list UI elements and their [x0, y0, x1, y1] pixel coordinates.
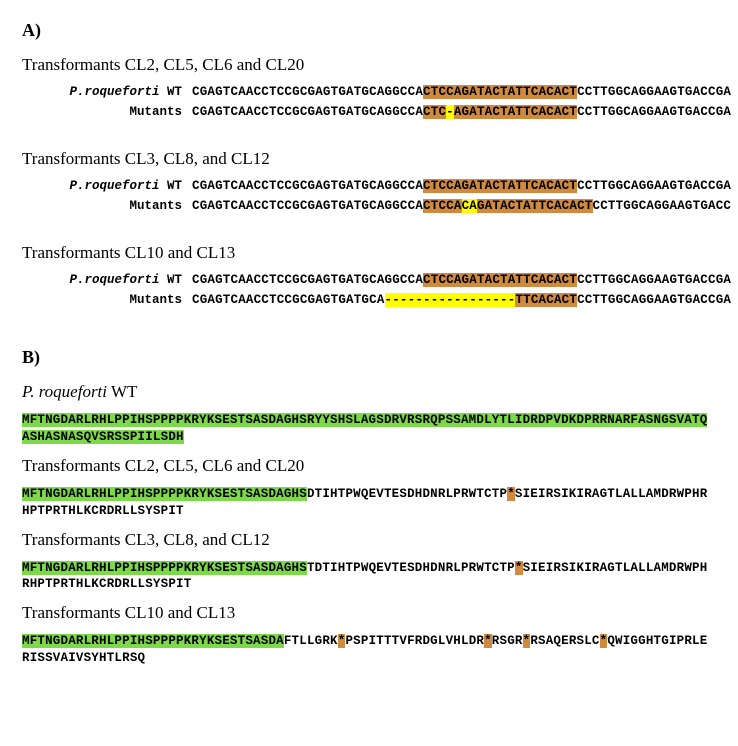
seq-segment: CGAGTCAACCTCCGCGAGTGATGCAGGCCA: [192, 85, 423, 99]
seq-label: Mutants: [22, 293, 192, 307]
panel-a-group1-mut-row: Mutants CGAGTCAACCTCCGCGAGTGATGCAGGCCACT…: [22, 105, 716, 119]
seq-segment: CCTTGGCAGGAAGTGACC: [593, 199, 732, 213]
highlight-orange: CTC: [423, 105, 446, 119]
protein-seq: MFTNGDARLRHLPPIHSPPPPKRYKSESTSASDAGHSDTI…: [22, 486, 712, 520]
panel-a-group2-wt-row: P.roqueforti WT CGAGTCAACCTCCGCGAGTGATGC…: [22, 179, 716, 193]
highlight-orange: *: [507, 487, 515, 501]
seq-segment: CCTTGGCAGGAAGTGACCGA: [577, 293, 731, 307]
seq-label: P.roqueforti WT: [22, 273, 192, 287]
seq-segment: FTLLGRK: [284, 634, 338, 648]
highlight-green: MFTNGDARLRHLPPIHSPPPPKRYKSESTSASDAGHS: [22, 487, 307, 501]
highlight-green: MFTNGDARLRHLPPIHSPPPPKRYKSESTSASDAGHS: [22, 561, 307, 575]
seq-segment: CGAGTCAACCTCCGCGAGTGATGCAGGCCA: [192, 199, 423, 213]
panel-b-entry4-title: Transformants CL10 and CL13: [22, 603, 716, 623]
seq-segment: CGAGTCAACCTCCGCGAGTGATGCAGGCCA: [192, 273, 423, 287]
seq-segment: CGAGTCAACCTCCGCGAGTGATGCAGGCCA: [192, 179, 423, 193]
protein-seq: MFTNGDARLRHLPPIHSPPPPKRYKSESTSASDAGHSRYY…: [22, 412, 712, 446]
highlight-orange: TTCACACT: [515, 293, 577, 307]
panel-b-entry1-title: P. roqueforti WT: [22, 382, 716, 402]
protein-seq: MFTNGDARLRHLPPIHSPPPPKRYKSESTSASDAFTLLGR…: [22, 633, 712, 667]
seq-text: CGAGTCAACCTCCGCGAGTGATGCAGGCCACTCCAGATAC…: [192, 85, 731, 99]
panel-a-group3-title: Transformants CL10 and CL13: [22, 243, 716, 263]
seq-label: Mutants: [22, 105, 192, 119]
seq-segment: CCTTGGCAGGAAGTGACCGA: [577, 85, 731, 99]
highlight-yellow: -----------------: [385, 293, 516, 307]
panel-b-entry2-title: Transformants CL2, CL5, CL6 and CL20: [22, 456, 716, 476]
seq-segment: CCTTGGCAGGAAGTGACCGA: [577, 273, 731, 287]
seq-segment: RSAQERSLC: [530, 634, 599, 648]
seq-text: CGAGTCAACCTCCGCGAGTGATGCAGGCCACTC-AGATAC…: [192, 105, 731, 119]
highlight-orange: *: [484, 634, 492, 648]
seq-text: CGAGTCAACCTCCGCGAGTGATGCAGGCCACTCCAGATAC…: [192, 273, 731, 287]
seq-label: P.roqueforti WT: [22, 85, 192, 99]
seq-text: CGAGTCAACCTCCGCGAGTGATGCAGGCCACTCCAGATAC…: [192, 179, 731, 193]
panel-a-group1-title: Transformants CL2, CL5, CL6 and CL20: [22, 55, 716, 75]
highlight-yellow: CA: [462, 199, 477, 213]
highlight-green: MFTNGDARLRHLPPIHSPPPPKRYKSESTSASDAGHSRYY…: [22, 413, 707, 444]
protein-seq: MFTNGDARLRHLPPIHSPPPPKRYKSESTSASDAGHSTDT…: [22, 560, 712, 594]
seq-segment: TDTIHTPWQEVTESDHDNRLPRWTCTP: [307, 561, 515, 575]
seq-segment: PSPITTTVFRDGLVHLDR: [345, 634, 484, 648]
highlight-yellow: -: [446, 105, 454, 119]
highlight-orange: *: [515, 561, 523, 575]
highlight-orange: CTCCAGATACTATTCACACT: [423, 85, 577, 99]
panel-a-group1-wt-row: P.roqueforti WT CGAGTCAACCTCCGCGAGTGATGC…: [22, 85, 716, 99]
seq-segment: CCTTGGCAGGAAGTGACCGA: [577, 179, 731, 193]
highlight-orange: CTCCA: [423, 199, 462, 213]
seq-segment: RSGR: [492, 634, 523, 648]
panel-a-group3-mut-row: Mutants CGAGTCAACCTCCGCGAGTGATGCA-------…: [22, 293, 716, 307]
seq-segment: CCTTGGCAGGAAGTGACCGA: [577, 105, 731, 119]
seq-segment: DTIHTPWQEVTESDHDNRLPRWTCTP: [307, 487, 507, 501]
seq-label: Mutants: [22, 199, 192, 213]
seq-label: P.roqueforti WT: [22, 179, 192, 193]
highlight-orange: CTCCAGATACTATTCACACT: [423, 179, 577, 193]
highlight-orange: AGATACTATTCACACT: [454, 105, 577, 119]
seq-text: CGAGTCAACCTCCGCGAGTGATGCAGGCCACTCCACAGAT…: [192, 199, 731, 213]
panel-a-group2-title: Transformants CL3, CL8, and CL12: [22, 149, 716, 169]
panel-a-label: A): [22, 20, 716, 41]
panel-b-label: B): [22, 347, 716, 368]
panel-a-group3-wt-row: P.roqueforti WT CGAGTCAACCTCCGCGAGTGATGC…: [22, 273, 716, 287]
panel-b-entry3-title: Transformants CL3, CL8, and CL12: [22, 530, 716, 550]
highlight-orange: GATACTATTCACACT: [477, 199, 593, 213]
seq-text: CGAGTCAACCTCCGCGAGTGATGCA---------------…: [192, 293, 731, 307]
seq-segment: CGAGTCAACCTCCGCGAGTGATGCA: [192, 293, 385, 307]
panel-a-group2-mut-row: Mutants CGAGTCAACCTCCGCGAGTGATGCAGGCCACT…: [22, 199, 716, 213]
highlight-green: MFTNGDARLRHLPPIHSPPPPKRYKSESTSASDA: [22, 634, 284, 648]
highlight-orange: CTCCAGATACTATTCACACT: [423, 273, 577, 287]
seq-segment: CGAGTCAACCTCCGCGAGTGATGCAGGCCA: [192, 105, 423, 119]
